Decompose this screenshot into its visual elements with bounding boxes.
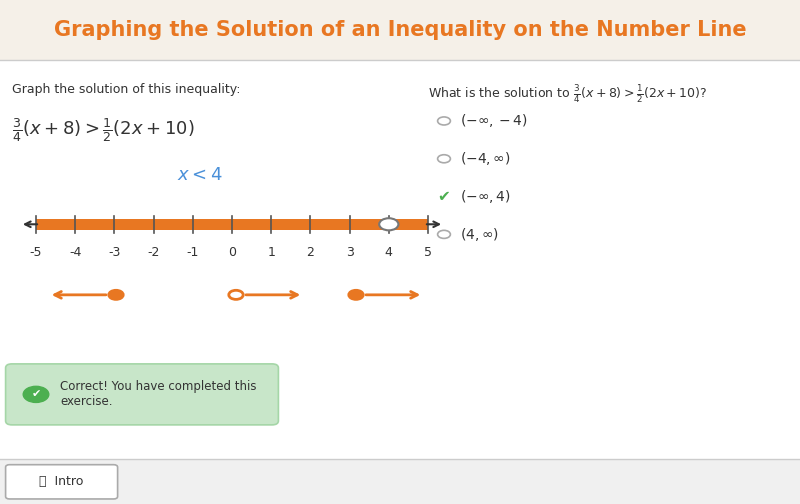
Text: Correct! You have completed this
exercise.: Correct! You have completed this exercis… [60,381,257,408]
Text: 1: 1 [267,246,275,259]
Text: Graphing the Solution of an Inequality on the Number Line: Graphing the Solution of an Inequality o… [54,20,746,40]
Text: $(-4, \infty)$: $(-4, \infty)$ [460,150,510,167]
Text: 0: 0 [228,246,236,259]
Circle shape [438,155,450,163]
Circle shape [349,290,363,299]
Text: $(-\infty, -4)$: $(-\infty, -4)$ [460,112,528,130]
Text: -2: -2 [147,246,160,259]
Text: -3: -3 [108,246,121,259]
FancyBboxPatch shape [0,0,800,60]
Circle shape [23,386,49,402]
Circle shape [379,218,398,230]
Text: $(-\infty, 4)$: $(-\infty, 4)$ [460,188,510,205]
Text: -4: -4 [69,246,82,259]
Circle shape [438,117,450,125]
Text: Graph the solution of this inequality:: Graph the solution of this inequality: [12,83,241,96]
Text: 4: 4 [385,246,393,259]
FancyBboxPatch shape [0,459,800,504]
FancyBboxPatch shape [36,219,428,230]
Text: 5: 5 [424,246,432,259]
Text: ✔: ✔ [438,189,450,204]
Text: -1: -1 [186,246,199,259]
Text: ✔: ✔ [31,390,41,399]
Text: $\frac{3}{4}(x+8) > \frac{1}{2}(2x+10)$: $\frac{3}{4}(x+8) > \frac{1}{2}(2x+10)$ [12,116,194,144]
Circle shape [438,230,450,238]
FancyBboxPatch shape [6,364,278,425]
Text: $x < 4$: $x < 4$ [177,166,223,184]
Text: -5: -5 [30,246,42,259]
Text: What is the solution to $\frac{3}{4}(x + 8) > \frac{1}{2}(2x + 10)$?: What is the solution to $\frac{3}{4}(x +… [428,83,707,105]
Text: 3: 3 [346,246,354,259]
Text: 2: 2 [306,246,314,259]
Text: 🔊  Intro: 🔊 Intro [39,475,84,488]
Circle shape [229,290,243,299]
Circle shape [109,290,123,299]
Text: $(4, \infty)$: $(4, \infty)$ [460,226,499,243]
FancyBboxPatch shape [6,465,118,499]
